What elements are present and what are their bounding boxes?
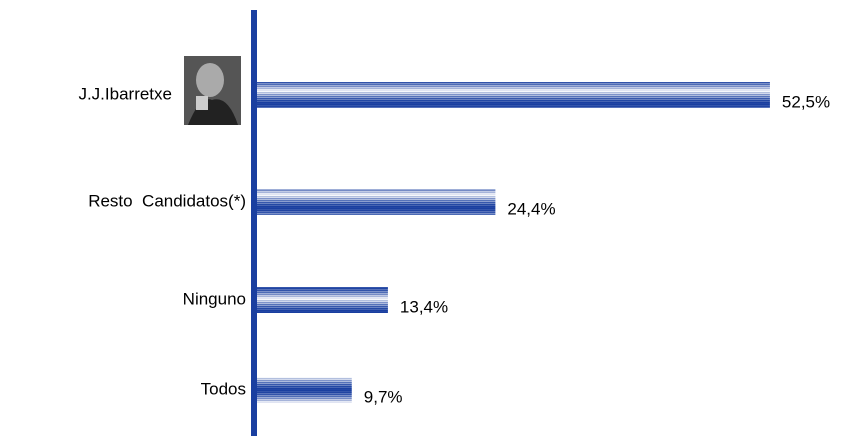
axis-line: [251, 10, 257, 436]
bar: [257, 377, 352, 403]
category-label: Ninguno: [183, 289, 246, 308]
bar: [257, 287, 388, 313]
category-label: Todos: [201, 379, 246, 398]
category-label: Resto Candidatos(*): [88, 191, 246, 210]
bar: [257, 82, 770, 108]
value-label: 9,7%: [364, 387, 403, 406]
value-label: 13,4%: [400, 297, 448, 316]
bar: [257, 189, 496, 215]
value-label: 52,5%: [782, 92, 830, 111]
value-label: 24,4%: [507, 199, 555, 218]
photo: [184, 56, 241, 125]
category-label: J.J.Ibarretxe: [78, 84, 172, 103]
